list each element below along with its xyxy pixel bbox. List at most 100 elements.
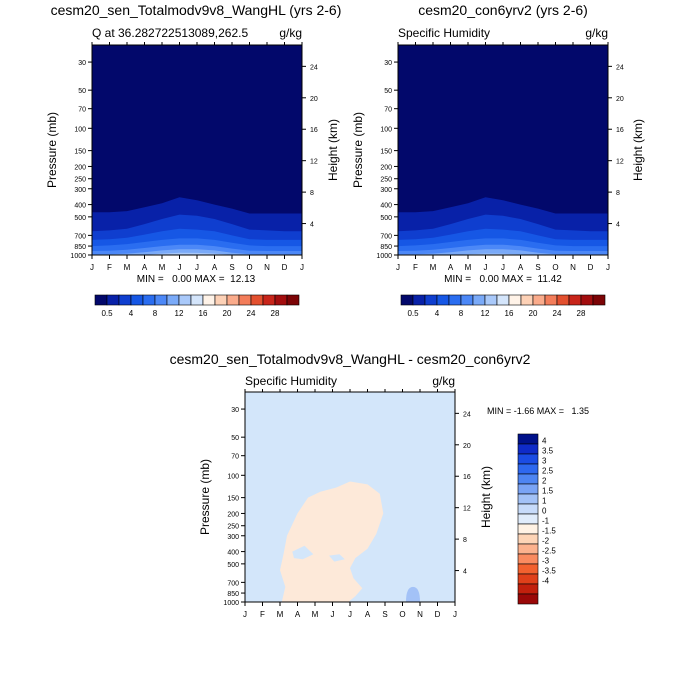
colorbar-swatch (262, 294, 276, 306)
panel-sen-ylabel-right: Height (km) (326, 119, 340, 181)
x-tick-label: A (365, 610, 371, 619)
y-tick-label: 250 (380, 177, 392, 184)
colorbar-diff-swatch (517, 463, 539, 475)
y-tick-label: 300 (74, 187, 86, 194)
colorbar-swatch (424, 294, 438, 306)
colorbar-swatch (178, 294, 192, 306)
y-tick-label: 700 (227, 580, 239, 587)
y-tick-label: 850 (74, 244, 86, 251)
y-tick-label: 200 (227, 511, 239, 518)
colorbar-label: 0.5 (407, 309, 419, 318)
colorbar-swatch (202, 294, 216, 306)
y-tick-label: 100 (227, 473, 239, 480)
y-tick-label: 50 (78, 88, 86, 95)
y-tick-label: 70 (78, 107, 86, 114)
x-tick-label: O (399, 610, 405, 619)
y-tick-label: 400 (74, 203, 86, 210)
panel-diff-subtitle: Specific Humidity (245, 374, 337, 388)
y-tick-label: 70 (231, 454, 239, 461)
y-tick-label: 50 (231, 435, 239, 442)
colorbar-label: 4 (129, 309, 134, 318)
y-tick-label: 1000 (376, 253, 392, 260)
colorbar-swatch (286, 294, 300, 306)
y-tick-label: 850 (227, 591, 239, 598)
colorbar-swatch (274, 294, 288, 306)
y-tick-label: 150 (380, 149, 392, 156)
x-tick-label: F (413, 263, 418, 272)
y-tick-label: 700 (74, 233, 86, 240)
x-tick-label: A (212, 263, 218, 272)
height-tick-label: 4 (310, 222, 314, 229)
height-tick-label: 24 (310, 64, 318, 71)
colorbar-diff-swatch (517, 443, 539, 455)
colorbar-swatch (166, 294, 180, 306)
colorbar-label: 24 (247, 309, 256, 318)
colorbar-swatch (106, 294, 120, 306)
colorbar-swatch (190, 294, 204, 306)
colorbar-diff-swatch (517, 583, 539, 595)
panel-con-ylabel: Pressure (mb) (351, 112, 365, 188)
colorbar-swatch (592, 294, 606, 306)
x-tick-label: D (588, 263, 594, 272)
panel-con-ylabel-right: Height (km) (631, 119, 645, 181)
colorbar-con: 0.5 4 8 12 16 20 24 28 (400, 294, 606, 318)
panel-sen-field (92, 45, 302, 255)
colorbar-diff-swatch (517, 483, 539, 495)
x-tick-label: J (396, 263, 400, 272)
field-contour-12 (398, 253, 608, 255)
height-tick-label: 20 (310, 96, 318, 103)
colorbar-swatch (520, 294, 534, 306)
y-tick-label: 100 (74, 126, 86, 133)
x-tick-label: S (535, 263, 540, 272)
y-tick-label: 50 (384, 88, 392, 95)
colorbar-diff-label: -2.5 (542, 547, 556, 556)
y-tick-label: 300 (380, 187, 392, 194)
x-tick-label: D (435, 610, 441, 619)
x-tick-label: F (260, 610, 265, 619)
y-tick-label: 400 (227, 550, 239, 557)
colorbar-diff-swatch (517, 513, 539, 525)
y-tick-label: 30 (384, 60, 392, 67)
y-tick-label: 700 (380, 233, 392, 240)
colorbar-swatch (496, 294, 510, 306)
colorbar-label: 12 (175, 309, 184, 318)
colorbar-diff-label: -4 (542, 577, 550, 586)
x-tick-label: J (348, 610, 352, 619)
colorbar-label: 8 (459, 309, 464, 318)
colorbar-diff-swatch (517, 453, 539, 465)
colorbar-label: 20 (529, 309, 538, 318)
panel-diff-stats: MIN = -1.66 MAX = 1.35 (487, 406, 589, 416)
colorbar-diff: 43.532.521.510-1-1.5-2-2.5-3-3.5-4 (517, 433, 556, 605)
colorbar-diff-label: 4 (542, 437, 547, 446)
height-tick-label: 12 (463, 506, 471, 513)
x-tick-label: N (417, 610, 423, 619)
x-tick-label: N (570, 263, 576, 272)
x-tick-label: M (312, 610, 319, 619)
colorbar-label: 24 (553, 309, 562, 318)
x-tick-label: O (246, 263, 252, 272)
colorbar-swatch (94, 294, 108, 306)
colorbar-swatch (214, 294, 228, 306)
colorbar-swatch (238, 294, 252, 306)
colorbar-label: 16 (199, 309, 208, 318)
colorbar-diff-swatch (517, 433, 539, 445)
panel-con-axes: J F M A M J J A S O N D J 30 50 70 100 150 200 250 300 400 500… (376, 42, 624, 272)
height-tick-label: 20 (616, 96, 624, 103)
x-tick-label: N (264, 263, 270, 272)
colorbar-swatch (118, 294, 132, 306)
y-tick-label: 30 (78, 60, 86, 67)
height-tick-label: 8 (463, 537, 467, 544)
x-tick-label: O (552, 263, 558, 272)
colorbar-swatch (484, 294, 498, 306)
x-tick-label: J (90, 263, 94, 272)
colorbar-label: 20 (223, 309, 232, 318)
colorbar-diff-swatch (517, 573, 539, 585)
panel-diff: cesm20_sen_Totalmodv9v8_WangHL - cesm20_… (170, 351, 589, 619)
x-tick-label: D (282, 263, 288, 272)
y-tick-label: 850 (380, 244, 392, 251)
panel-con-subtitle: Specific Humidity (398, 26, 490, 40)
height-tick-label: 20 (463, 443, 471, 450)
panel-con-title: cesm20_con6yrv2 (yrs 2-6) (418, 2, 588, 18)
y-tick-label: 250 (227, 524, 239, 531)
colorbar-diff-label: -3.5 (542, 567, 556, 576)
